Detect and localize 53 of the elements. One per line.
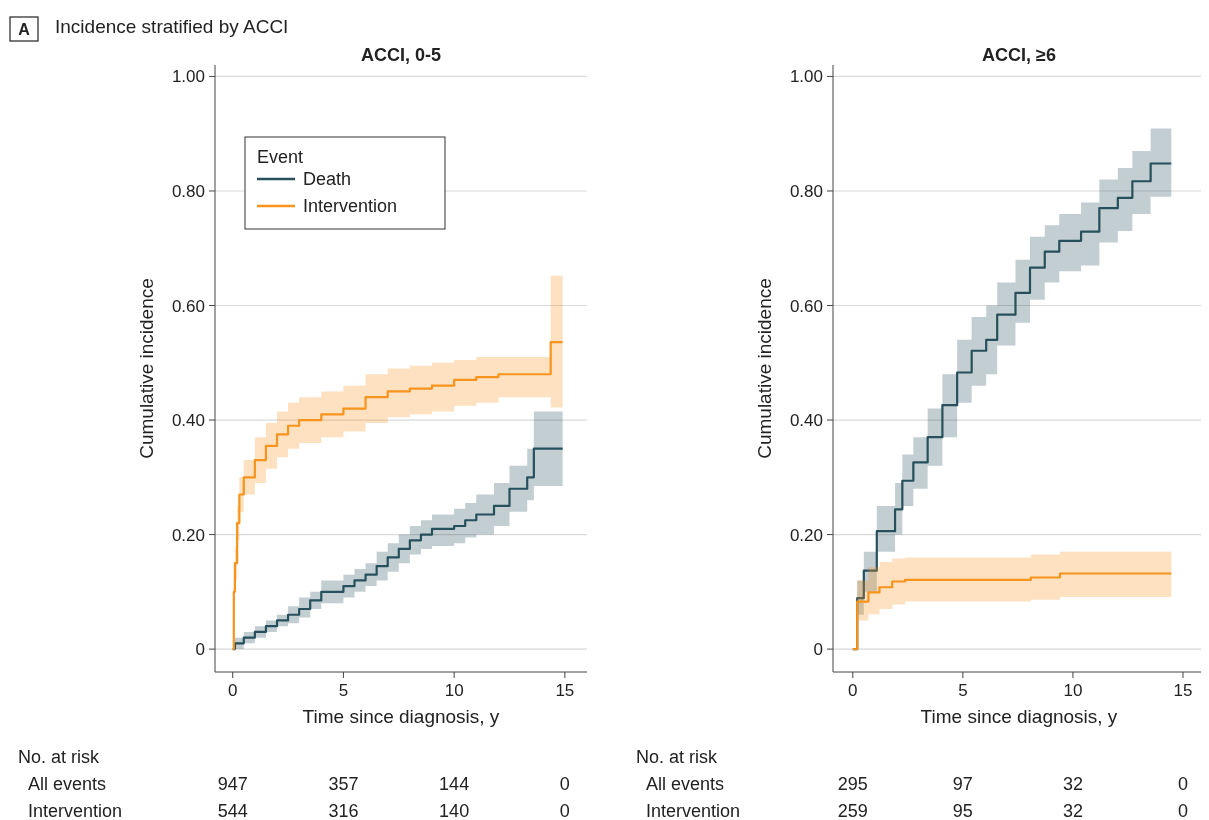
chart-title: ACCI, 0-5 — [360, 45, 442, 65]
text: All events — [646, 774, 725, 794]
text: A — [18, 21, 31, 38]
x-tick-label: 0 — [848, 681, 858, 700]
y-tick-label: 0 — [813, 640, 823, 660]
text: 357 — [328, 774, 359, 794]
x-tick-label: 0 — [227, 681, 238, 700]
y-tick-label: 0.80 — [789, 181, 823, 201]
text: Intervention — [28, 801, 123, 820]
chart-title: ACCI, ≥6 — [982, 45, 1056, 65]
x-axis-title: Time since diagnosis, y — [920, 706, 1118, 727]
x-tick-label: 15 — [1173, 681, 1193, 700]
text: 0 — [1177, 801, 1188, 820]
y-tick-label: 0.60 — [789, 296, 823, 316]
y-tick-label: 1.00 — [789, 67, 823, 87]
legend-title: Event — [257, 147, 304, 167]
x-tick-label: 10 — [1063, 681, 1083, 700]
y-tick-label: 0.20 — [789, 525, 823, 545]
text: 947 — [217, 774, 248, 794]
text: 295 — [837, 774, 868, 794]
text: Intervention — [646, 801, 741, 820]
text: 0 — [1177, 774, 1188, 794]
y-tick-label: 0 — [195, 640, 205, 660]
x-tick-label: 5 — [958, 681, 968, 700]
text: 0 — [559, 801, 570, 820]
y-tick-label: 1.00 — [171, 67, 205, 87]
x-tick-label: 5 — [338, 681, 349, 700]
text: No. at risk — [636, 747, 719, 767]
text: All events — [28, 774, 107, 794]
text: 32 — [1062, 801, 1083, 820]
text: 144 — [439, 774, 470, 794]
x-tick-label: 10 — [444, 681, 464, 700]
text: 544 — [217, 801, 248, 820]
x-tick-label: 15 — [555, 681, 575, 700]
legend-label: Death — [303, 169, 352, 189]
text: 316 — [328, 801, 359, 820]
text: 97 — [952, 774, 973, 794]
x-axis-title: Time since diagnosis, y — [302, 706, 500, 727]
legend-label: Intervention — [303, 196, 398, 216]
y-axis-title: Cumulative incidence — [136, 278, 157, 459]
text: 0 — [559, 774, 570, 794]
text: 140 — [439, 801, 470, 820]
text: 95 — [952, 801, 973, 820]
text: 259 — [837, 801, 868, 820]
y-tick-label: 0.60 — [171, 296, 205, 316]
y-tick-label: 0.40 — [171, 411, 205, 431]
chart-subtitle: Incidence stratified by ACCI — [55, 16, 289, 37]
y-tick-label: 0.80 — [171, 181, 205, 201]
y-axis-title: Cumulative incidence — [754, 278, 775, 459]
y-tick-label: 0.20 — [171, 525, 205, 545]
y-tick-label: 0.40 — [789, 411, 823, 431]
text: No. at risk — [18, 747, 101, 767]
text: 32 — [1062, 774, 1083, 794]
